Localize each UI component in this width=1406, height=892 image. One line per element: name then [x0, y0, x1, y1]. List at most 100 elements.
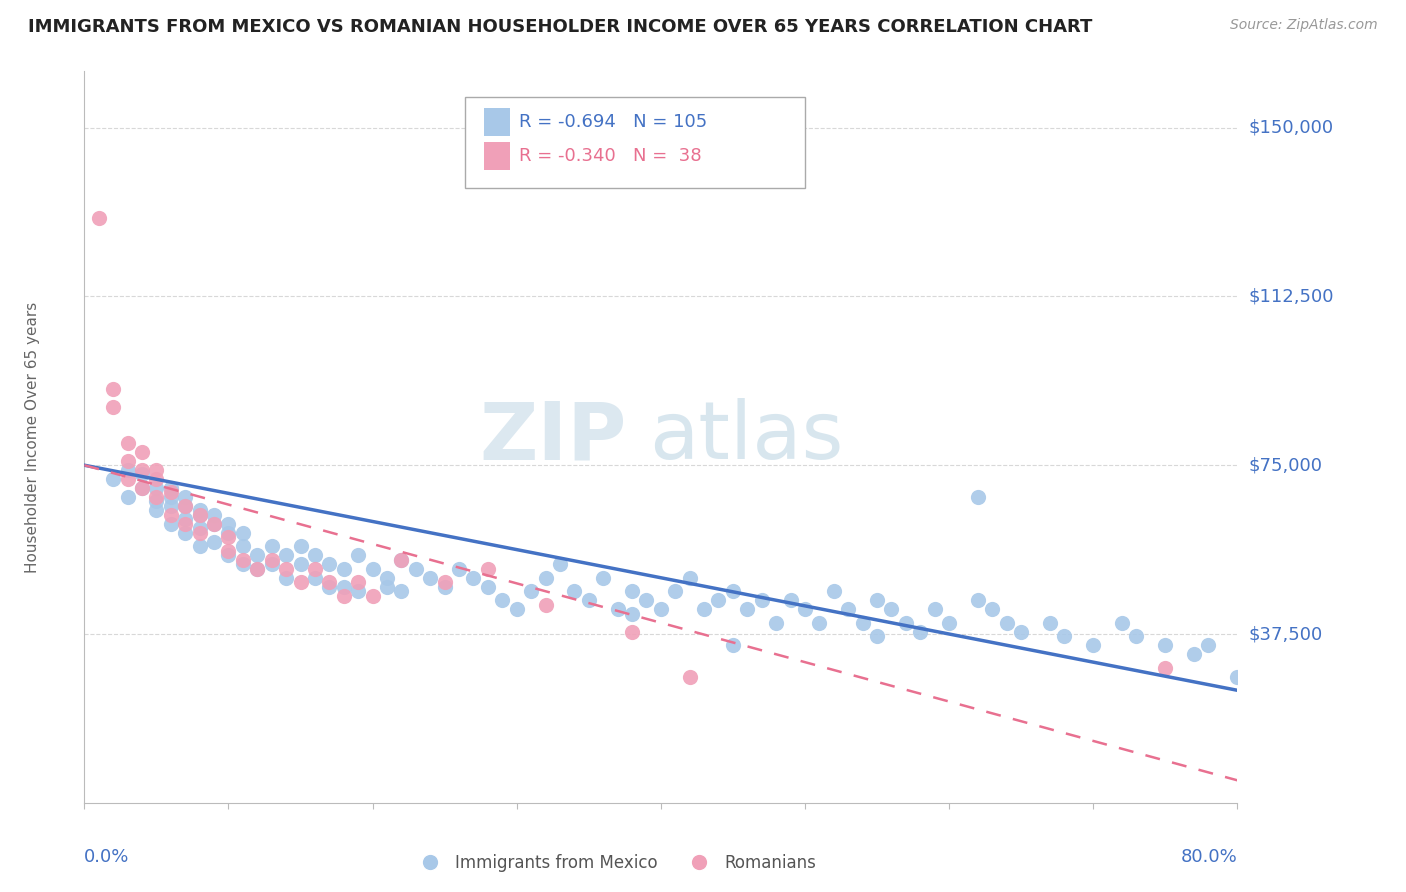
Point — [246, 562, 269, 576]
Point — [174, 490, 197, 504]
Point — [131, 481, 153, 495]
Point — [823, 584, 845, 599]
Point — [621, 624, 644, 639]
Text: R = -0.694   N = 105: R = -0.694 N = 105 — [519, 112, 707, 131]
Point — [534, 598, 557, 612]
Point — [1154, 638, 1177, 652]
Point — [103, 400, 124, 414]
Point — [174, 516, 197, 531]
Point — [995, 615, 1018, 630]
Point — [131, 444, 153, 458]
Point — [188, 539, 211, 553]
Point — [131, 481, 153, 495]
Point — [232, 553, 254, 567]
Point — [333, 562, 356, 576]
Point — [910, 624, 932, 639]
Point — [160, 485, 183, 500]
Point — [290, 575, 312, 590]
Point — [866, 593, 889, 607]
Point — [880, 602, 903, 616]
Point — [433, 575, 456, 590]
Point — [145, 472, 167, 486]
Point — [361, 589, 384, 603]
Point — [1125, 629, 1147, 643]
Point — [463, 571, 485, 585]
Point — [318, 575, 340, 590]
Point — [318, 580, 340, 594]
Point — [117, 435, 139, 450]
Point — [592, 571, 614, 585]
Point — [218, 516, 240, 531]
Point — [477, 580, 499, 594]
Text: 80.0%: 80.0% — [1181, 847, 1237, 866]
Point — [361, 562, 384, 576]
Text: $150,000: $150,000 — [1249, 119, 1334, 136]
Point — [218, 543, 240, 558]
Point — [1039, 615, 1062, 630]
Point — [188, 521, 211, 535]
Point — [578, 593, 600, 607]
Point — [232, 558, 254, 572]
Point — [174, 499, 197, 513]
Point — [491, 593, 513, 607]
Point — [606, 602, 628, 616]
Point — [621, 607, 644, 621]
Point — [87, 211, 110, 225]
Point — [304, 571, 326, 585]
Point — [260, 539, 283, 553]
Point — [276, 562, 298, 576]
Point — [218, 530, 240, 544]
Point — [276, 571, 298, 585]
Point — [218, 525, 240, 540]
Point — [721, 638, 744, 652]
Point — [174, 512, 197, 526]
Point — [188, 525, 211, 540]
Point — [232, 525, 254, 540]
Point — [1083, 638, 1105, 652]
Text: Householder Income Over 65 years: Householder Income Over 65 years — [25, 301, 39, 573]
Point — [202, 508, 225, 522]
Point — [924, 602, 946, 616]
Point — [967, 490, 990, 504]
Point — [290, 539, 312, 553]
Point — [145, 503, 167, 517]
Point — [1198, 638, 1220, 652]
Point — [246, 562, 269, 576]
Point — [433, 580, 456, 594]
Point — [837, 602, 859, 616]
Text: 0.0%: 0.0% — [84, 847, 129, 866]
Point — [707, 593, 730, 607]
Bar — [485, 108, 510, 136]
Bar — [485, 143, 510, 170]
Text: ZIP: ZIP — [479, 398, 626, 476]
Point — [202, 516, 225, 531]
Point — [1226, 670, 1249, 684]
Point — [564, 584, 586, 599]
Text: Source: ZipAtlas.com: Source: ZipAtlas.com — [1230, 18, 1378, 32]
Point — [650, 602, 672, 616]
Point — [779, 593, 801, 607]
Point — [246, 548, 269, 562]
Point — [347, 548, 370, 562]
Point — [808, 615, 831, 630]
Point — [938, 615, 960, 630]
Point — [737, 602, 759, 616]
Point — [131, 463, 153, 477]
Point — [117, 453, 139, 467]
Point — [765, 615, 787, 630]
Point — [419, 571, 441, 585]
Text: $37,500: $37,500 — [1249, 625, 1323, 643]
Point — [391, 584, 413, 599]
Point — [621, 584, 644, 599]
Point — [534, 571, 557, 585]
Point — [160, 499, 183, 513]
Point — [232, 539, 254, 553]
Point — [304, 548, 326, 562]
Point — [405, 562, 427, 576]
Point — [548, 558, 571, 572]
Point — [276, 548, 298, 562]
Point — [347, 575, 370, 590]
Point — [145, 494, 167, 508]
Point — [449, 562, 471, 576]
FancyBboxPatch shape — [465, 97, 806, 188]
